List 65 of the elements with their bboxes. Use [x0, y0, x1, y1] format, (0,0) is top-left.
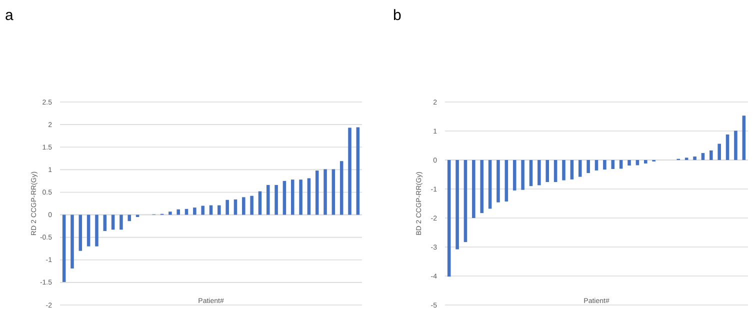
bar [464, 160, 468, 242]
bar [274, 185, 278, 215]
bar [521, 160, 524, 190]
bar [201, 206, 204, 215]
bar [340, 161, 344, 215]
bar [176, 209, 180, 215]
bar [128, 214, 132, 222]
bar [562, 160, 566, 180]
chart-title: b [393, 7, 402, 24]
bar [456, 160, 459, 250]
bar [734, 130, 738, 160]
bar [718, 144, 721, 160]
bar [594, 160, 598, 170]
bar [209, 205, 213, 215]
bar [70, 214, 74, 268]
bar [258, 191, 262, 215]
bar [586, 160, 590, 174]
bar [504, 160, 508, 202]
bar [742, 116, 746, 160]
bar [242, 197, 246, 215]
bar [356, 127, 360, 215]
bar [603, 160, 606, 170]
bar [480, 160, 484, 214]
bar [447, 160, 451, 277]
bar [512, 160, 516, 190]
bar [95, 214, 98, 246]
bar [348, 128, 352, 215]
bar [693, 156, 696, 160]
bar [315, 170, 319, 215]
bar [332, 169, 336, 215]
bar [578, 160, 582, 177]
bar [86, 214, 90, 246]
bar [266, 185, 270, 215]
bar [488, 160, 492, 209]
bar [62, 214, 66, 282]
bar [472, 160, 476, 218]
bar [184, 208, 188, 215]
bar [234, 199, 238, 215]
bar [726, 134, 730, 160]
bar [496, 160, 500, 202]
bar [290, 180, 294, 215]
bar [78, 214, 82, 251]
bar [628, 160, 631, 166]
bar [570, 160, 574, 180]
bar [611, 160, 615, 169]
bar [218, 205, 221, 215]
bar [701, 153, 705, 160]
bar [529, 160, 533, 186]
bar [554, 160, 558, 182]
bar [307, 178, 311, 215]
bar [324, 169, 327, 215]
bar [644, 160, 648, 164]
bar [193, 208, 196, 215]
bar [111, 214, 115, 230]
bar [546, 160, 550, 182]
bar [538, 160, 541, 186]
bar [282, 180, 286, 215]
chart-title: a [5, 7, 14, 24]
bar [299, 180, 302, 215]
bar [710, 150, 713, 160]
bar [103, 214, 107, 232]
bar [250, 196, 254, 215]
bar [226, 200, 229, 215]
bar [168, 212, 172, 215]
bar [120, 214, 123, 230]
